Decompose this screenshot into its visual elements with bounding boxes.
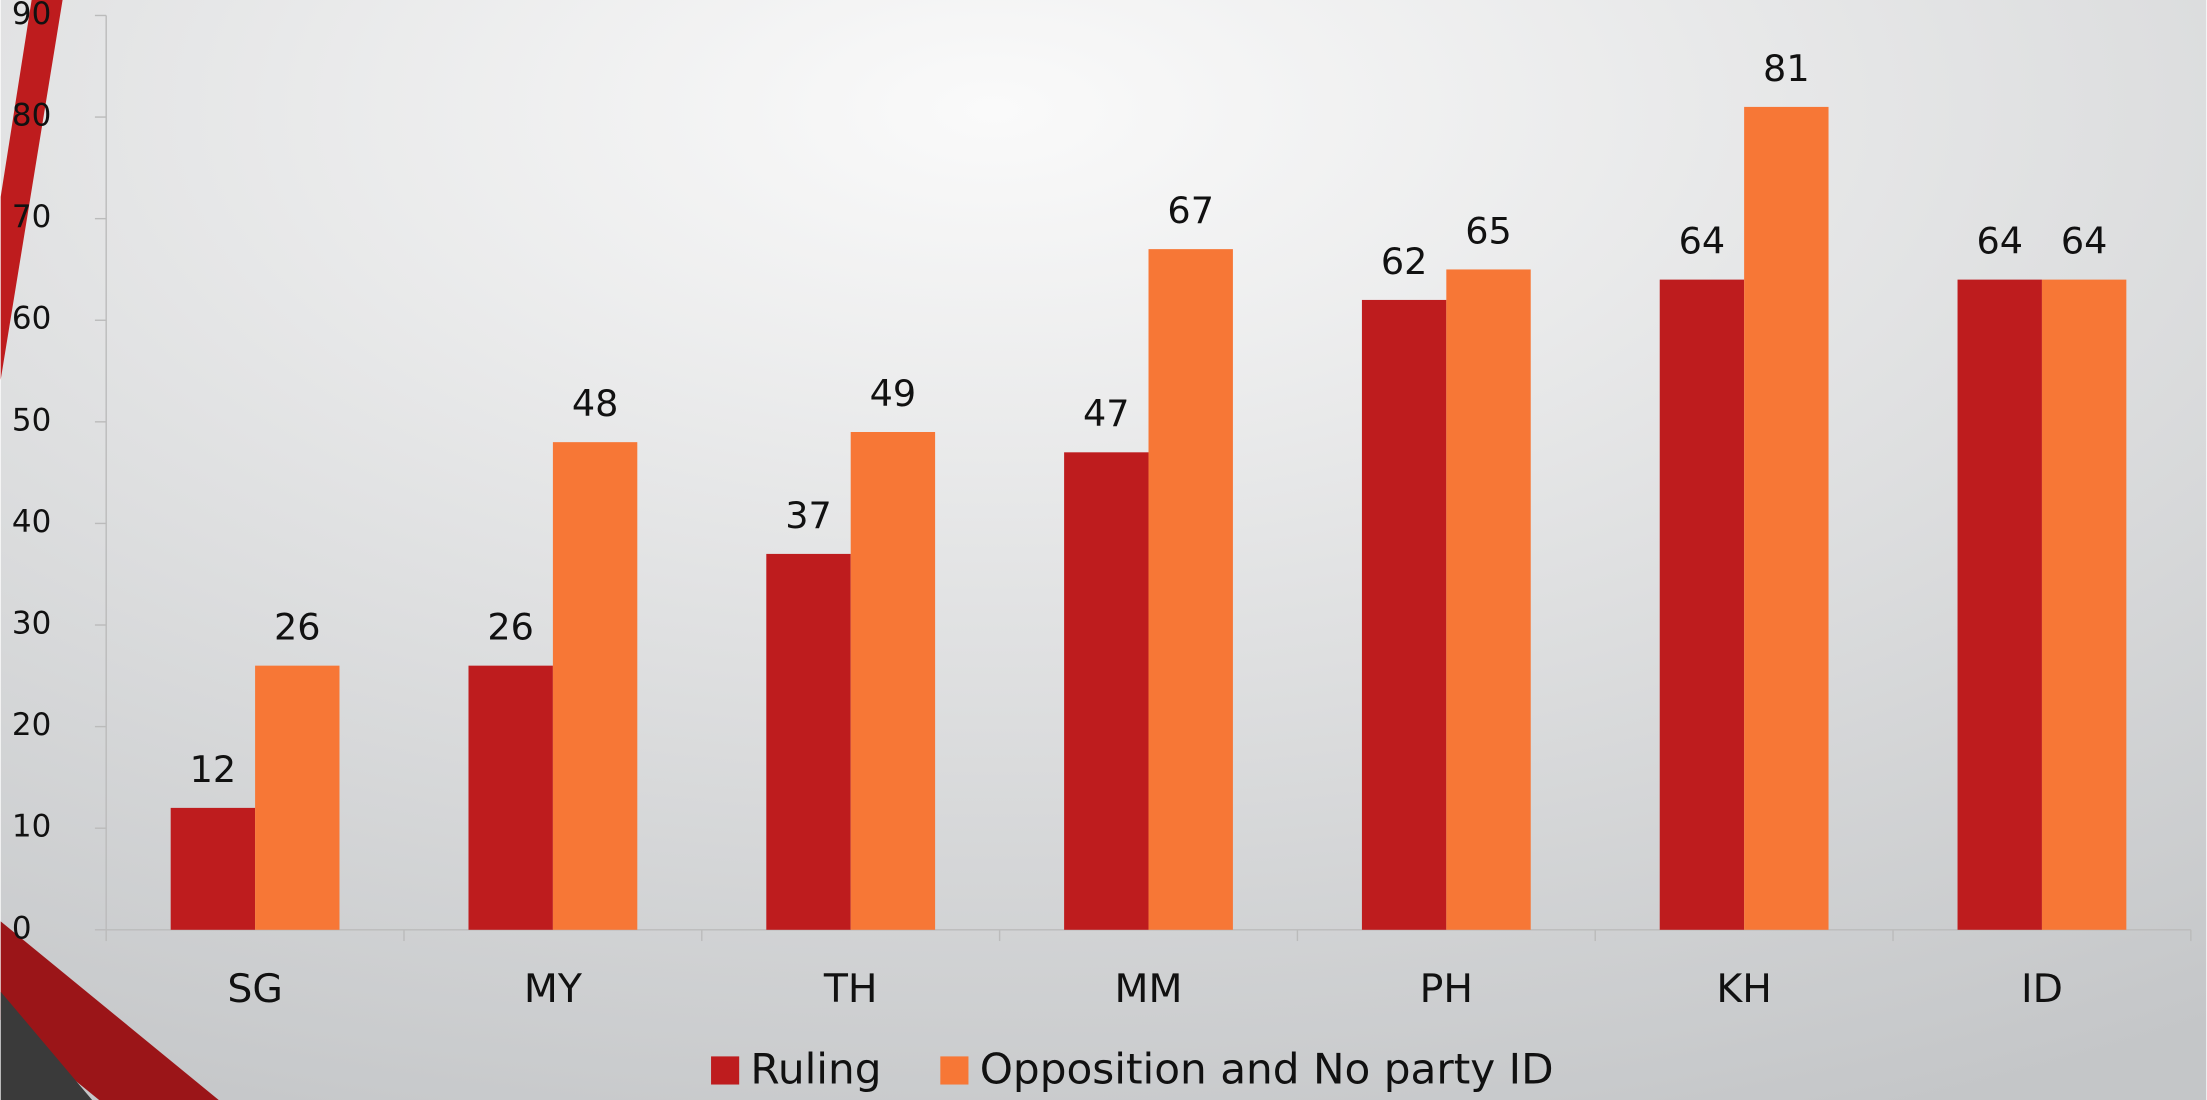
x-tick-label: MM	[1115, 966, 1183, 1012]
data-label: 26	[274, 606, 321, 649]
bar	[766, 553, 851, 930]
y-tick-label: 60	[12, 301, 51, 337]
data-label: 64	[1976, 220, 2023, 263]
y-tick-label: 20	[12, 707, 51, 743]
legend-swatch	[711, 1056, 740, 1085]
data-label: 64	[1679, 220, 1726, 263]
bar	[1446, 269, 1531, 930]
decor-stripe	[0, 991, 93, 1100]
data-label: 67	[1167, 189, 1214, 232]
legend-label: Opposition and No party ID	[980, 1044, 1554, 1093]
data-label: 64	[2061, 220, 2108, 263]
y-tick-label: 50	[12, 402, 51, 438]
y-tick-label: 70	[12, 199, 51, 235]
bar	[255, 665, 340, 930]
data-label: 62	[1381, 240, 1428, 283]
x-tick-label: TH	[823, 966, 878, 1012]
bar	[1148, 249, 1233, 930]
y-tick-label: 90	[12, 0, 51, 32]
data-label: 48	[572, 382, 619, 425]
data-label: 26	[487, 606, 534, 649]
bar	[468, 665, 553, 930]
data-label: 65	[1465, 209, 1512, 252]
data-label: 12	[190, 748, 237, 791]
x-tick-label: SG	[227, 966, 283, 1012]
bar	[2041, 279, 2127, 930]
data-label: 81	[1763, 47, 1810, 90]
x-tick-label: KH	[1716, 966, 1771, 1012]
legend-swatch	[940, 1056, 969, 1085]
y-tick-label: 10	[12, 809, 51, 845]
y-tick-label: 40	[12, 504, 51, 540]
bar	[170, 807, 256, 930]
y-tick-label: 0	[12, 910, 32, 946]
bar	[1064, 452, 1149, 930]
bar	[552, 442, 638, 930]
decor-stripe	[0, 921, 219, 1100]
bar	[1957, 279, 2042, 930]
bar	[1659, 279, 1745, 930]
x-tick-label: MY	[524, 966, 583, 1012]
plot: 0 10 20 30 40 50 60 70 80 90 SG 12 26 MY 26 48 TH 37 49 MM 4…	[12, 0, 2192, 1093]
y-tick-label: 30	[12, 606, 51, 642]
x-tick-label: PH	[1420, 966, 1473, 1012]
bar	[1361, 299, 1447, 930]
data-label: 47	[1083, 392, 1130, 435]
data-label: 49	[870, 372, 917, 415]
bar	[1744, 106, 1829, 930]
x-tick-label: ID	[2021, 966, 2063, 1012]
y-tick-label: 80	[12, 98, 51, 134]
legend-label: Ruling	[750, 1044, 881, 1093]
bar	[850, 431, 936, 930]
data-label: 37	[785, 494, 832, 537]
